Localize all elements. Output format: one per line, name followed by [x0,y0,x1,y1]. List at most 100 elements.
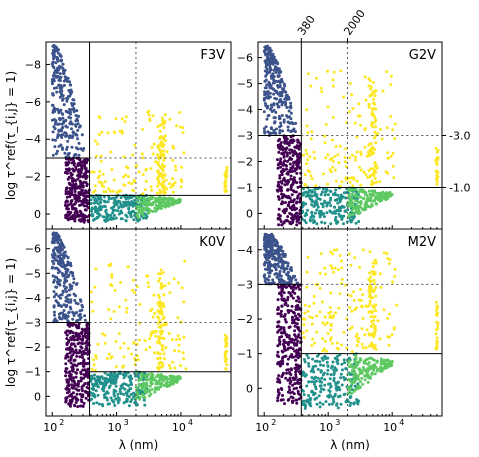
point-blue [277,255,281,258]
point-yellow [132,178,136,182]
point-yellow [182,357,186,361]
point-yellow [389,74,393,78]
point-purple [290,318,294,322]
point-teal [114,379,118,383]
point-teal [329,384,333,388]
point-green [146,210,150,214]
point-teal [308,197,312,201]
point-teal [340,195,344,198]
point-yellow [339,69,343,73]
point-purple [67,374,71,378]
point-yellow [372,101,376,105]
point-blue [269,126,273,130]
point-teal [304,190,308,194]
point-yellow [164,139,168,143]
point-purple [283,312,287,316]
xtick-label-base: 10 [43,421,57,434]
point-yellow [225,363,229,367]
point-teal [92,388,95,392]
point-yellow [171,144,175,148]
point-yellow [310,344,314,348]
point-yellow [151,315,155,319]
point-yellow [157,272,161,276]
point-yellow [105,357,109,360]
point-yellow [303,317,307,321]
point-yellow [144,167,148,171]
point-blue [71,98,75,102]
point-green [389,361,393,365]
point-green [349,204,353,208]
point-yellow [355,306,359,310]
point-teal [315,193,319,197]
ytick-label: −3 [25,317,41,330]
point-teal [116,392,120,396]
point-yellow [436,174,439,178]
point-yellow [322,172,325,176]
point-teal [101,215,105,219]
point-purple [72,206,76,210]
point-yellow [369,142,373,146]
point-yellow [305,285,309,289]
point-blue [67,311,71,315]
point-blue [289,111,293,115]
point-purple [79,185,83,189]
point-yellow [97,133,101,137]
point-purple [76,384,80,388]
point-green [365,203,369,207]
point-purple [65,347,69,351]
point-purple [282,338,286,342]
point-green [148,390,152,394]
point-teal [321,402,325,406]
point-yellow [332,248,336,252]
point-yellow [182,300,186,304]
point-teal [305,353,309,357]
point-blue [76,137,80,141]
point-teal [325,188,329,192]
point-blue [71,131,75,135]
point-purple [276,344,280,348]
point-teal [305,384,309,388]
point-purple [276,388,280,392]
point-teal [303,360,307,364]
point-purple [82,164,86,168]
point-purple [72,322,75,326]
point-yellow [161,285,165,289]
point-blue [75,282,79,286]
point-yellow [127,175,130,179]
point-teal [108,402,111,406]
point-yellow [380,137,384,141]
point-teal [109,197,113,200]
point-yellow [173,366,177,370]
point-yellow [109,317,113,321]
point-blue [61,112,65,116]
point-teal [331,193,335,196]
point-yellow [340,343,343,347]
point-purple [277,374,281,378]
point-green [382,362,386,366]
point-purple [291,154,295,157]
point-yellow [391,164,395,168]
point-purple [288,221,292,225]
point-blue [287,97,291,101]
point-teal [313,211,317,215]
point-yellow [356,339,359,343]
point-teal [318,215,322,219]
point-green [368,205,372,209]
point-purple [290,141,294,145]
point-blue [66,139,70,143]
point-blue [273,120,277,124]
panel-title: M2V [408,235,436,250]
point-blue [272,68,276,72]
point-green [151,203,155,207]
point-blue [290,129,294,133]
point-yellow [162,293,166,297]
point-blue [66,293,70,297]
point-purple [283,140,287,144]
point-yellow [326,182,329,186]
point-yellow [108,264,112,268]
point-green [175,378,179,382]
point-purple [84,369,88,373]
point-blue [51,74,55,78]
point-yellow [342,330,346,334]
point-purple [280,200,284,204]
